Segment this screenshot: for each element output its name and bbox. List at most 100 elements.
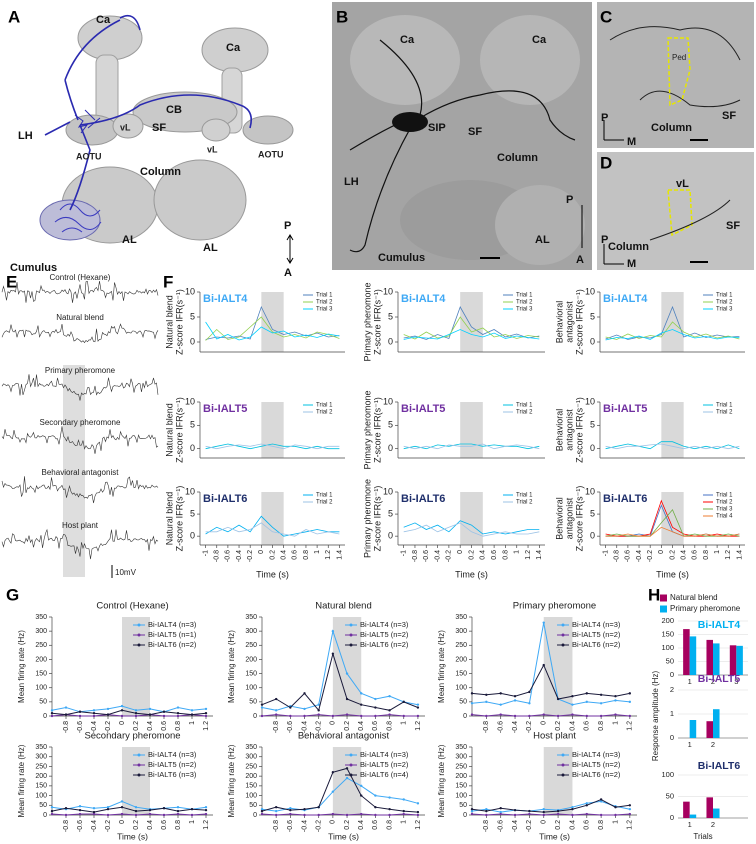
x-tick-label: -0.6 <box>498 820 505 832</box>
legend-label: Trial 2 <box>316 300 333 306</box>
data-point <box>92 812 96 816</box>
data-point <box>470 812 474 816</box>
x-tick-label: 1.2 <box>725 550 732 560</box>
data-point <box>614 813 617 817</box>
chart-title: Bi-IALT5 <box>603 403 647 415</box>
data-point <box>499 692 502 695</box>
data-point <box>190 813 194 817</box>
y-tick-label: 350 <box>455 614 467 621</box>
x-tick-label: 0.6 <box>161 721 168 731</box>
stimulus-window <box>460 292 483 352</box>
y-axis-label: Primary pheromone <box>362 390 372 469</box>
x-axis-label: Time (s) <box>328 831 359 841</box>
data-point <box>585 700 588 704</box>
voltage-trace <box>1 323 159 344</box>
region-label: vL <box>120 122 131 132</box>
data-line <box>605 321 740 340</box>
x-tick-label: -0.6 <box>77 820 84 832</box>
data-line <box>205 321 340 341</box>
y-tick-label: 150 <box>35 783 47 790</box>
data-point <box>360 794 363 797</box>
x-tick-label: -0.2 <box>446 550 453 562</box>
data-point <box>176 706 180 709</box>
legend-label: Trial 2 <box>516 300 533 306</box>
y-tick-label: 200 <box>455 773 467 780</box>
y-tick-label: 0 <box>43 713 47 720</box>
x-tick-label: 0 <box>330 820 337 824</box>
data-point <box>148 707 152 711</box>
data-point <box>331 629 335 633</box>
data-point <box>388 807 391 811</box>
chart-title: Bi-IALT4 <box>203 293 248 305</box>
data-point <box>513 714 517 718</box>
data-point <box>599 813 603 817</box>
x-tick-label: -0.2 <box>316 721 323 733</box>
bar <box>683 801 690 818</box>
y-axis-label: Response amplitude (Hz) <box>651 671 660 762</box>
data-point <box>374 794 377 797</box>
x-tick-label: 0.2 <box>344 721 351 731</box>
y-tick-label: 0 <box>253 812 257 819</box>
data-line <box>205 515 340 537</box>
y-axis-label: Natural blend <box>164 403 174 457</box>
trace-label: Primary pheromone <box>45 366 116 375</box>
bar <box>683 629 690 675</box>
data-point <box>402 812 405 816</box>
x-tick-label: 1 <box>688 677 692 686</box>
x-tick-label: 1.4 <box>736 550 743 560</box>
data-line <box>471 813 630 816</box>
panel-letter: A <box>8 7 20 26</box>
chart-title: Bi-IALT5 <box>401 403 445 415</box>
data-point <box>204 806 208 809</box>
data-point <box>513 813 517 817</box>
x-tick-label: 0.8 <box>175 820 182 830</box>
x-tick-label: 1 <box>189 721 196 725</box>
bar <box>706 639 713 675</box>
y-tick-label: 350 <box>245 744 257 751</box>
x-tick-label: 0.4 <box>147 721 154 731</box>
data-point <box>274 806 278 809</box>
region-label: Ca <box>400 34 415 46</box>
y-axis-label: Z-score IFR(s⁻¹) <box>372 397 382 463</box>
data-point <box>92 709 96 712</box>
axis-label: M <box>627 258 636 270</box>
data-point <box>78 808 82 812</box>
x-tick-label: 0.8 <box>386 820 393 830</box>
x-tick-label: 3 <box>734 677 738 686</box>
data-line <box>261 651 419 712</box>
data-point <box>162 807 166 810</box>
data-point <box>148 808 152 812</box>
data-point <box>64 807 68 810</box>
data-point <box>176 806 180 809</box>
region-label: AOTU <box>76 151 102 161</box>
data-point <box>485 693 488 696</box>
y-axis-label: Z-score IFR(s⁻¹) <box>574 397 584 463</box>
region-label: Column <box>497 152 538 164</box>
data-point <box>303 813 306 817</box>
data-point <box>260 807 264 811</box>
region-label: SF <box>726 220 740 232</box>
data-point <box>571 806 574 809</box>
x-tick-label: 1.2 <box>415 721 422 731</box>
bar <box>689 720 697 738</box>
data-point <box>50 812 54 816</box>
y-tick-label: 10 <box>185 396 195 406</box>
data-point <box>556 714 560 718</box>
legend-label: Trial 3 <box>716 307 733 313</box>
data-point <box>513 699 517 702</box>
y-tick-label: 0 <box>670 670 674 679</box>
data-point <box>628 807 632 811</box>
data-point <box>92 810 96 814</box>
x-tick-label: 0.4 <box>358 820 365 830</box>
bar <box>706 797 713 818</box>
x-tick-label: 0.4 <box>680 550 687 560</box>
legend-label: Bi-IALT5 (n=2) <box>360 630 409 639</box>
chart-title: Bi-IALT4 <box>603 293 648 305</box>
region-label: CB <box>166 104 182 116</box>
panel-letter: E <box>6 272 17 291</box>
y-tick-label: 0 <box>670 813 674 822</box>
trace-label: Control (Hexane) <box>50 273 111 282</box>
data-point <box>106 813 110 817</box>
y-tick-label: 0 <box>190 443 195 453</box>
x-tick-label: -0.2 <box>526 721 533 733</box>
